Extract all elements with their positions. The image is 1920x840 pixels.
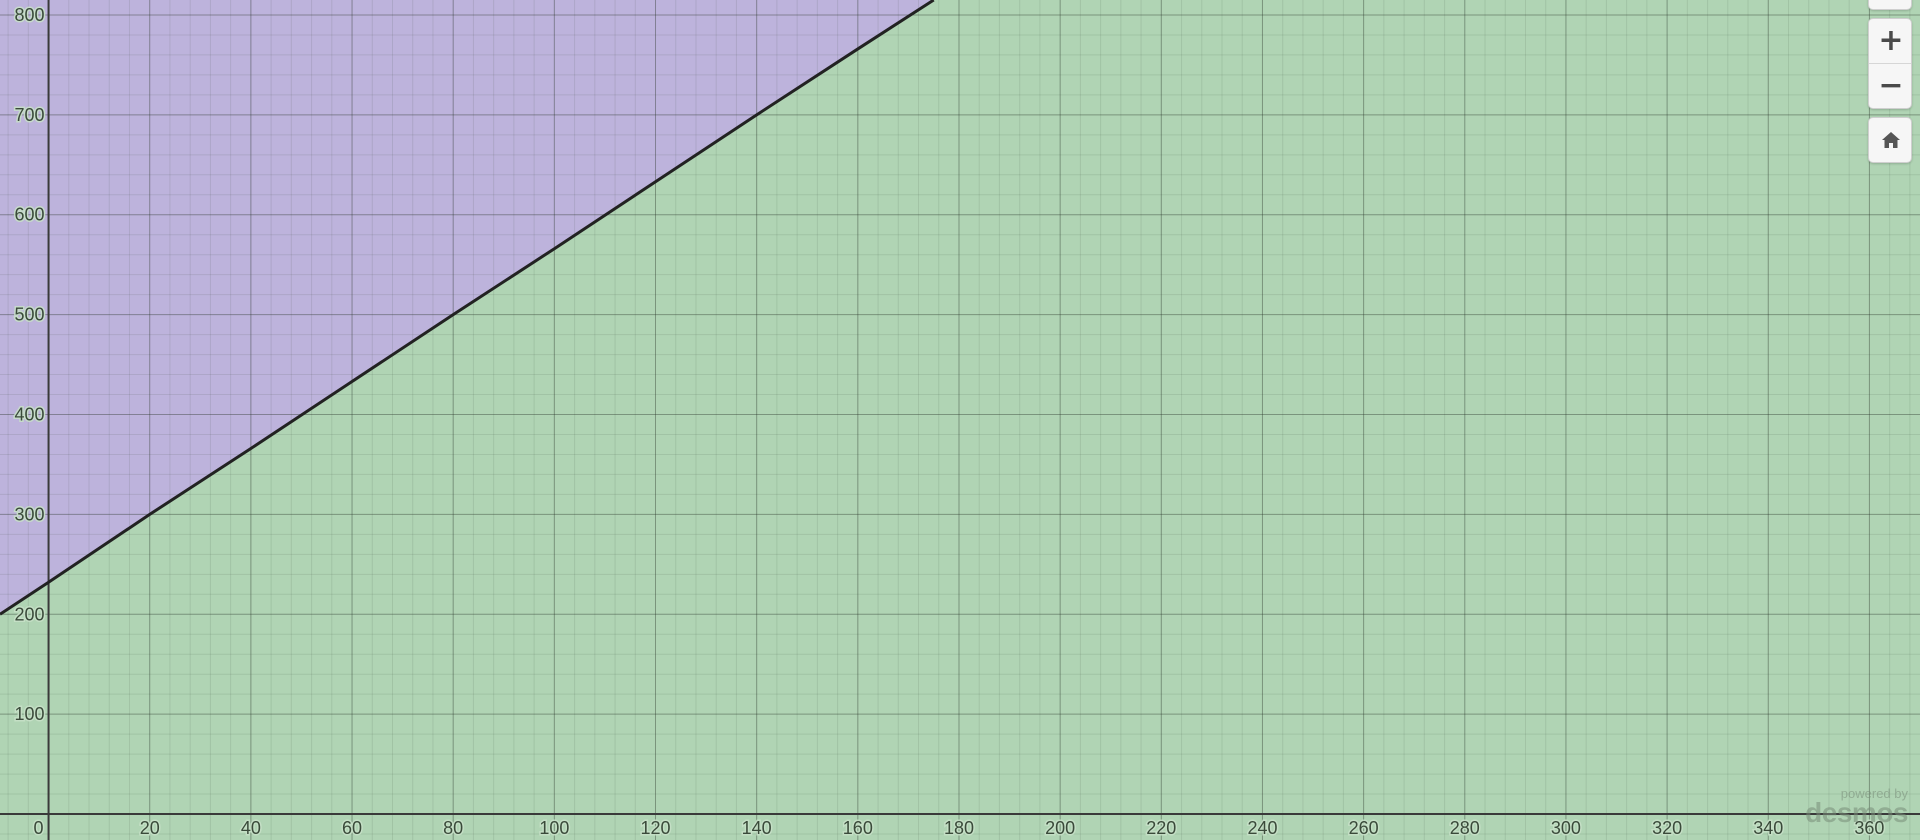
x-tick-label: 40 [241, 818, 261, 838]
settings-button-partial[interactable] [1868, 0, 1912, 10]
watermark-logo: desmos [1805, 797, 1908, 828]
desmos-watermark: powered by desmos [1805, 786, 1908, 828]
y-tick-label: 100 [15, 704, 45, 724]
boundary-line [0, 0, 935, 616]
region-below-line-right [933, 0, 1920, 840]
graph-controls: + − [1868, 0, 1912, 171]
zoom-controls: + − [1868, 18, 1912, 109]
y-tick-label: 400 [15, 405, 45, 425]
y-tick-label: 600 [15, 205, 45, 225]
x-tick-label: 220 [1146, 818, 1176, 838]
x-tick-label: 240 [1247, 818, 1277, 838]
x-tick-label: 360 [1854, 818, 1884, 838]
zoom-in-button[interactable]: + [1869, 19, 1911, 63]
x-tick-label: 260 [1349, 818, 1379, 838]
x-tick-label: 20 [140, 818, 160, 838]
y-tick-label: 500 [15, 305, 45, 325]
x-tick-label: 80 [443, 818, 463, 838]
x-tick-label: 200 [1045, 818, 1075, 838]
y-tick-label: 300 [15, 504, 45, 524]
y-tick-label: 200 [15, 604, 45, 624]
minus-icon: − [1878, 68, 1904, 103]
plus-icon: + [1878, 23, 1904, 58]
x-tick-label: 320 [1652, 818, 1682, 838]
x-tick-label: 140 [742, 818, 772, 838]
x-tick-label: 340 [1753, 818, 1783, 838]
default-viewport-button[interactable] [1868, 117, 1912, 163]
region-above-line [0, 0, 934, 615]
x-tick-label: 120 [640, 818, 670, 838]
watermark-powered-by: powered by [1840, 786, 1908, 801]
x-tick-label: 160 [843, 818, 873, 838]
x-tick-label: 180 [944, 818, 974, 838]
y-tick-label: 800 [15, 5, 45, 25]
y-tick-label: 700 [15, 105, 45, 125]
x-tick-label: 300 [1551, 818, 1581, 838]
x-tick-label: 100 [539, 818, 569, 838]
x-tick-label: 60 [342, 818, 362, 838]
zoom-out-button[interactable]: − [1869, 63, 1911, 108]
x-tick-label: 0 [34, 818, 44, 838]
home-icon [1882, 132, 1900, 148]
x-tick-label: 280 [1450, 818, 1480, 838]
